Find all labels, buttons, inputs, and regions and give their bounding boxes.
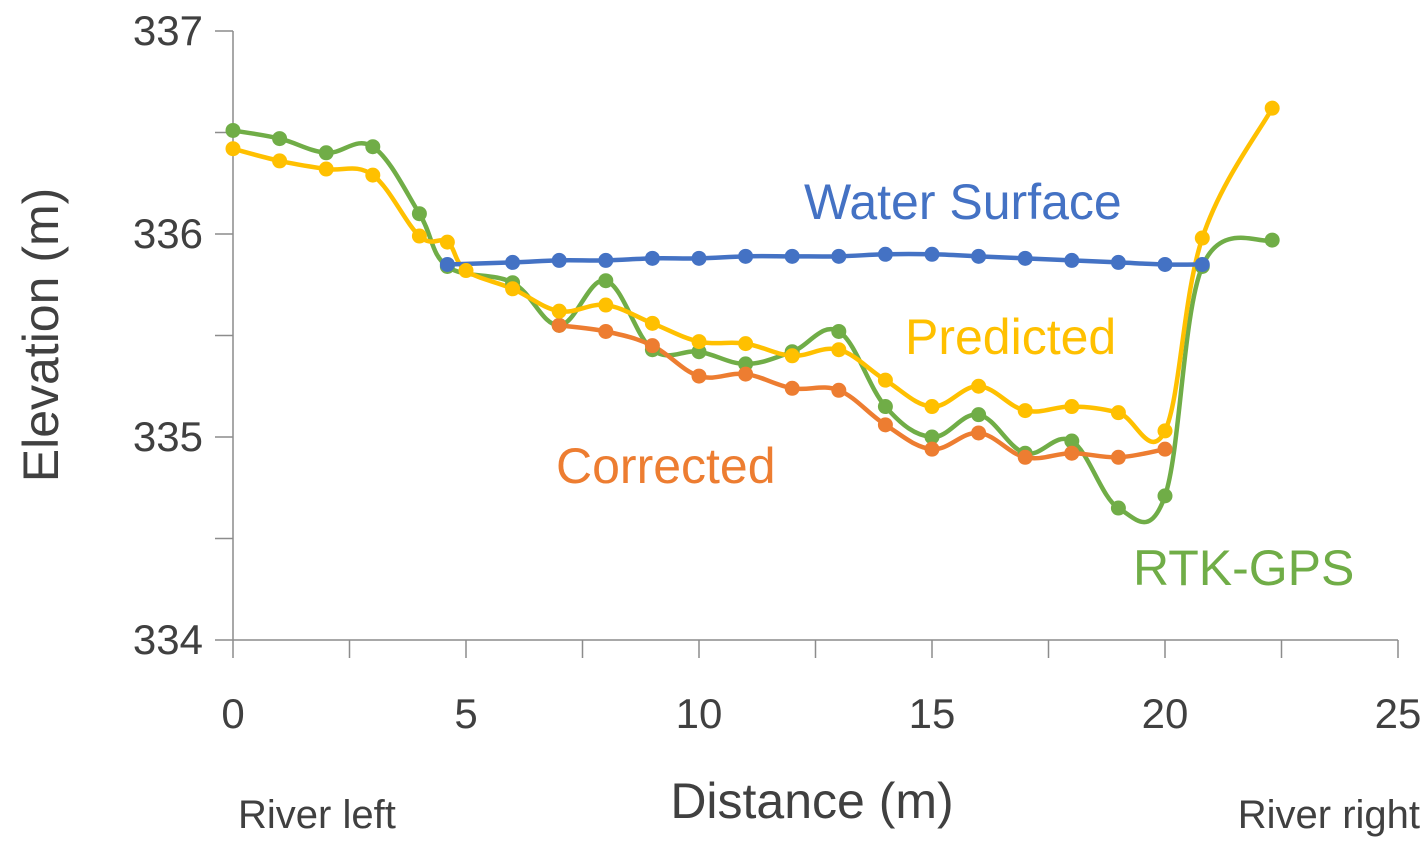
predicted-point: [439, 234, 455, 250]
series-label-predicted: Predicted: [905, 309, 1116, 365]
water-surface-point: [784, 248, 800, 264]
rtk-gps-point: [318, 145, 334, 161]
x-tick-label: 20: [1142, 690, 1189, 737]
ticks: 334 335 336 337 0 5 10 15 20 25: [133, 7, 1421, 737]
predicted-point: [691, 334, 707, 350]
series-label-water-surface: Water Surface: [804, 174, 1122, 230]
corrected-point: [1157, 441, 1173, 457]
predicted-point: [738, 336, 754, 352]
predicted-line: [230, 105, 1275, 444]
corrected-point: [738, 366, 754, 382]
rtk-gps-point: [1264, 232, 1280, 248]
predicted-point: [971, 378, 987, 394]
rtk-gps-point: [225, 122, 241, 138]
series-points: [225, 100, 1280, 516]
corrected-point: [971, 425, 987, 441]
corrected-point: [551, 317, 567, 333]
labels: Elevation (m) Distance (m) River left Ri…: [13, 174, 1420, 837]
predicted-point: [1064, 399, 1080, 415]
series-label-corrected: Corrected: [556, 438, 776, 494]
rtk-gps-point: [365, 139, 381, 155]
water-surface-point: [924, 246, 940, 262]
water-surface-point: [1194, 256, 1210, 272]
predicted-point: [1017, 403, 1033, 419]
predicted-point: [1157, 423, 1173, 439]
rtk-gps-point: [831, 323, 847, 339]
predicted-point: [551, 303, 567, 319]
water-surface-point: [1110, 254, 1126, 270]
rtk-gps-point: [1110, 500, 1126, 516]
water-surface-point: [691, 250, 707, 266]
y-tick-label: 334: [133, 616, 203, 663]
predicted-point: [272, 153, 288, 169]
predicted-point: [1194, 230, 1210, 246]
rtk-gps-point: [1064, 433, 1080, 449]
water-surface-point: [831, 248, 847, 264]
water-surface-point: [644, 250, 660, 266]
x-axis-title: Distance (m): [670, 773, 953, 829]
water-surface-point: [598, 252, 614, 268]
predicted-point: [877, 372, 893, 388]
predicted-point: [784, 348, 800, 364]
corrected-point: [691, 368, 707, 384]
predicted-point: [644, 315, 660, 331]
river-right-annotation: River right: [1238, 793, 1420, 837]
water-surface-point: [877, 246, 893, 262]
series-label-rtk-gps: RTK-GPS: [1133, 540, 1354, 596]
predicted-point: [411, 228, 427, 244]
water-surface-point: [1157, 256, 1173, 272]
y-tick-label: 335: [133, 413, 203, 460]
rtk-gps-point: [272, 131, 288, 147]
y-tick-label: 336: [133, 210, 203, 257]
corrected-point: [1110, 449, 1126, 465]
predicted-point: [318, 161, 334, 177]
corrected-point: [644, 338, 660, 354]
river-left-annotation: River left: [238, 793, 396, 837]
rtk-gps-point: [1157, 488, 1173, 504]
water-surface-point: [551, 252, 567, 268]
water-surface-point: [738, 248, 754, 264]
predicted-point: [458, 263, 474, 279]
corrected-point: [1017, 449, 1033, 465]
x-tick-label: 5: [454, 690, 477, 737]
x-tick-label: 10: [676, 690, 723, 737]
rtk-gps-point: [971, 407, 987, 423]
water-surface-point: [505, 254, 521, 270]
y-axis-title: Elevation (m): [13, 188, 69, 483]
predicted-point: [365, 167, 381, 183]
water-surface-point: [971, 248, 987, 264]
y-tick-label: 337: [133, 7, 203, 54]
predicted-point: [924, 399, 940, 415]
water-surface-point: [439, 256, 455, 272]
water-surface-point: [1064, 252, 1080, 268]
predicted-point: [1264, 100, 1280, 116]
corrected-point: [924, 441, 940, 457]
predicted-point: [831, 342, 847, 358]
x-tick-label: 0: [221, 690, 244, 737]
x-tick-label: 15: [909, 690, 956, 737]
corrected-point: [1064, 445, 1080, 461]
rtk-gps-point: [877, 399, 893, 415]
water-surface-point: [1017, 250, 1033, 266]
corrected-point: [877, 417, 893, 433]
corrected-point: [784, 380, 800, 396]
predicted-point: [225, 141, 241, 157]
x-tick-label: 25: [1375, 690, 1422, 737]
corrected-point: [831, 382, 847, 398]
rtk-gps-point: [598, 273, 614, 289]
corrected-point: [598, 323, 614, 339]
predicted-point: [1110, 405, 1126, 421]
rtk-gps-point: [924, 429, 940, 445]
predicted-point: [505, 281, 521, 297]
predicted-point: [598, 297, 614, 313]
rtk-gps-point: [411, 206, 427, 222]
